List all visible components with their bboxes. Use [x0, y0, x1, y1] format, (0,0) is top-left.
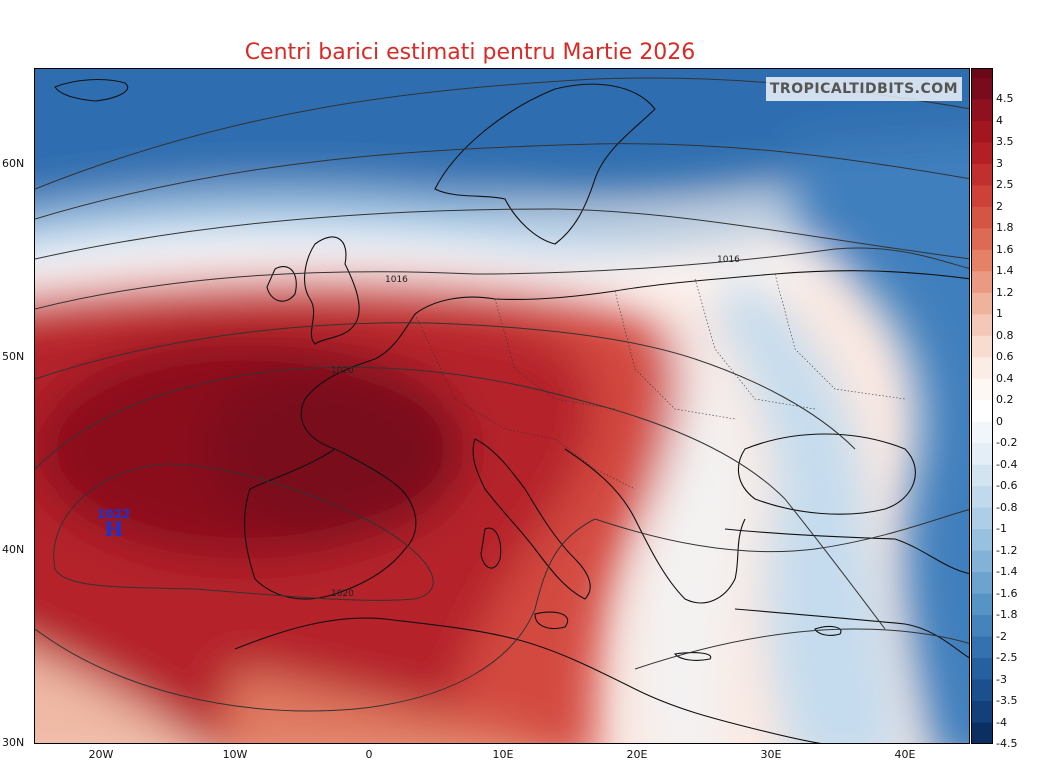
lat-label-40n: 40N [2, 543, 25, 556]
colorbar-swatch [971, 636, 993, 659]
anomaly-field [35, 69, 969, 743]
colorbar-swatch [971, 271, 993, 294]
colorbar-label: 0.8 [996, 328, 1014, 342]
colorbar-swatch [971, 658, 993, 681]
colorbar-swatch [971, 99, 993, 122]
country-borders [334, 273, 906, 490]
map-panel: 1016 1020 1016 1020 TROPICALTIDBITS.COM … [34, 68, 970, 744]
colorbar-label: 0.4 [996, 371, 1014, 385]
colorbar-label: -0.6 [996, 479, 1018, 493]
lon-label: 10W [222, 748, 248, 761]
colorbar-swatch [971, 378, 993, 401]
colorbar [971, 68, 993, 744]
lat-label-60n: 60N [2, 157, 25, 170]
colorbar-label: -4.5 [996, 737, 1018, 750]
colorbar-swatch [971, 464, 993, 487]
lon-label: 30E [760, 748, 782, 761]
colorbar-label: -3.5 [996, 694, 1018, 708]
colorbar-label: 0.6 [996, 350, 1014, 364]
watermark: TROPICALTIDBITS.COM [766, 77, 962, 101]
colorbar-swatch [971, 78, 993, 101]
colorbar-border [971, 68, 993, 744]
colorbar-swatch [971, 400, 993, 423]
colorbar-swatch [971, 593, 993, 616]
colorbar-label: -1.4 [996, 565, 1018, 579]
colorbar-label: 0 [996, 414, 1003, 428]
colorbar-swatch [971, 486, 993, 509]
coastlines [54, 79, 969, 743]
colorbar-label: -4 [996, 715, 1007, 729]
lon-label: 20W [88, 748, 114, 761]
colorbar-label: 2 [996, 199, 1003, 213]
lon-label: 10E [492, 748, 514, 761]
colorbar-swatch [971, 550, 993, 573]
high-pressure-value: 1022 [97, 507, 131, 521]
colorbar-label: -1.6 [996, 586, 1018, 600]
colorbar-label: -1 [996, 522, 1007, 536]
colorbar-swatch [971, 679, 993, 702]
colorbar-label: 3.5 [996, 135, 1014, 149]
high-pressure-center: 1022 H [97, 507, 130, 541]
colorbar-label: -0.8 [996, 500, 1018, 514]
colorbar-label: -1.2 [996, 543, 1018, 557]
colorbar-label: 3 [996, 156, 1003, 170]
lon-label: 40E [894, 748, 916, 761]
colorbar-label: -2.5 [996, 651, 1018, 665]
isobar-label: 1020 [331, 589, 354, 599]
colorbar-swatch [971, 421, 993, 444]
colorbar-label: -2 [996, 629, 1007, 643]
colorbar-label: 1.8 [996, 221, 1014, 235]
colorbar-swatch [971, 185, 993, 208]
colorbar-swatch [971, 722, 993, 744]
isobar-label: 1020 [331, 366, 354, 376]
high-pressure-symbol: H [104, 517, 124, 541]
lon-label: 0 [365, 748, 373, 761]
colorbar-label: -3 [996, 672, 1007, 686]
anomaly-map: 1016 1020 1016 1020 [35, 69, 969, 743]
colorbar-label: 4.5 [996, 92, 1014, 106]
colorbar-label: 1.2 [996, 285, 1014, 299]
map-title: Centri barici estimati pentru Martie 202… [244, 40, 696, 65]
colorbar-swatch [971, 507, 993, 530]
colorbar-label: -1.8 [996, 608, 1018, 622]
lat-label-50n: 50N [2, 350, 25, 363]
colorbar-label: 4 [996, 113, 1003, 127]
colorbar-swatch [971, 163, 993, 187]
colorbar-swatch [971, 615, 993, 638]
lon-label: 20E [626, 748, 648, 761]
colorbar-swatch [971, 292, 993, 315]
colorbar-label: 1.4 [996, 264, 1014, 278]
colorbar-swatch [971, 443, 993, 466]
colorbar-swatch [971, 206, 993, 229]
colorbar-swatch [971, 572, 993, 595]
colorbar-label: 1.6 [996, 242, 1014, 256]
colorbar-label: 0.2 [996, 393, 1014, 407]
colorbar-cap [971, 68, 993, 79]
isobar-label: 1016 [385, 275, 408, 285]
lat-label-30n: 30N [2, 736, 25, 749]
isobar-label: 1016 [717, 255, 740, 265]
colorbar-swatch [971, 701, 993, 724]
colorbar-swatch [971, 228, 993, 251]
colorbar-label: 1 [996, 307, 1003, 321]
colorbar-swatch [971, 120, 993, 144]
colorbar-swatch [971, 335, 993, 358]
colorbar-swatch [971, 314, 993, 337]
colorbar-swatch [971, 142, 993, 165]
colorbar-swatch [971, 529, 993, 552]
colorbar-label: -0.4 [996, 457, 1018, 471]
colorbar-label: 2.5 [996, 178, 1014, 192]
colorbar-swatch [971, 357, 993, 380]
colorbar-label: -0.2 [996, 436, 1018, 450]
colorbar-swatch [971, 249, 993, 272]
